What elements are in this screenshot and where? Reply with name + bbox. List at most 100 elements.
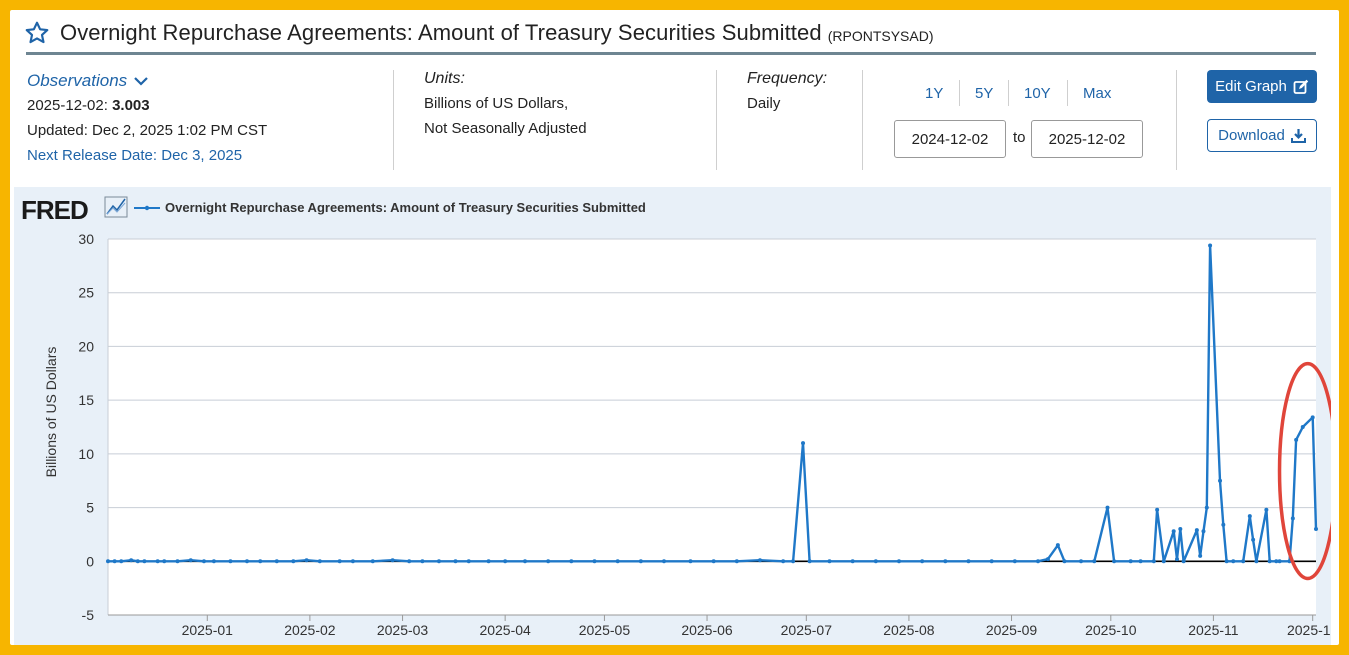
updated-text: Updated: Dec 2, 2025 1:02 PM CST [27,122,268,139]
range-5y-button[interactable]: 5Y [975,85,994,102]
data-point [896,559,901,564]
series-line [108,244,1318,563]
data-point [420,559,425,564]
divider [393,70,394,170]
range-max-button[interactable]: Max [1083,85,1112,102]
x-tick-label: 2025-04 [479,622,531,638]
data-point [920,559,925,564]
data-point [142,559,147,564]
data-point [486,559,491,564]
data-point [1267,559,1272,564]
data-point [1138,559,1143,564]
data-point [350,559,355,564]
y-tick-label: 15 [78,392,94,408]
data-point [1151,559,1156,564]
data-point [175,559,180,564]
data-point [943,559,948,564]
data-point [1231,559,1236,564]
data-point [135,559,140,564]
chart-panel: FRED Overnight Repurchase Agreements: Am… [14,187,1331,645]
data-point [850,559,855,564]
data-point [1218,478,1223,483]
series-id: (RPONTSYSAD) [827,28,934,44]
y-axis-label: Billions of US Dollars [43,347,59,478]
download-button[interactable]: Download [1207,119,1317,152]
x-tick-label: 2025-01 [182,622,234,638]
data-point [801,441,806,446]
data-point [734,559,739,564]
data-point [1310,415,1315,420]
data-point [258,559,263,564]
edit-graph-button[interactable]: Edit Graph [1207,70,1317,103]
data-point [466,559,471,564]
x-tick-label: 2025-03 [377,622,429,638]
data-point [228,559,233,564]
data-point [211,559,216,564]
data-point [155,559,160,564]
units-panel: Units: Billions of US Dollars, Not Seaso… [424,66,587,141]
x-tick-label: 2025-05 [579,622,631,638]
data-point [1247,514,1252,519]
data-point [1128,559,1133,564]
frequency-label: Frequency: [747,70,828,87]
data-point [1112,559,1117,564]
data-point [592,559,597,564]
data-point [1079,559,1084,564]
data-point [317,559,322,564]
data-point [201,559,206,564]
line-chart: FRED Overnight Repurchase Agreements: Am… [21,195,1331,638]
data-point [1208,243,1213,248]
data-point [370,559,375,564]
x-tick-label: 2025-07 [781,622,833,638]
data-point [1204,505,1209,510]
start-date-input[interactable]: 2024-12-02 [894,120,1006,158]
data-point [1201,529,1206,534]
page-title: Overnight Repurchase Agreements: Amount … [60,20,822,45]
x-tick-label: 2025-02 [284,622,336,638]
range-10y-button[interactable]: 10Y [1024,85,1051,102]
observations-toggle[interactable]: Observations [27,68,267,93]
frequency-panel: Frequency: Daily [747,66,827,116]
x-tick-label: 2025-09 [986,622,1038,638]
divider [959,80,960,106]
observation-value: 3.003 [112,97,150,114]
data-point [1274,559,1279,564]
star-icon[interactable] [24,20,50,46]
data-point [1254,559,1259,564]
fred-logo: FRED [21,195,88,225]
x-tick-label: 2025-08 [883,622,935,638]
x-tick-label: 2025-11 [1188,622,1239,638]
data-point [1055,543,1060,548]
data-point [1300,425,1305,429]
data-point [1224,559,1229,564]
data-point [966,559,971,564]
data-point [1181,559,1186,564]
x-tick-label: 2025-12 [1287,622,1331,638]
download-label: Download [1218,127,1285,144]
data-point [1198,553,1203,558]
range-1y-button[interactable]: 1Y [925,85,944,102]
data-point [1251,537,1256,542]
end-date-input[interactable]: 2025-12-02 [1031,120,1143,158]
next-release-link[interactable]: Next Release Date: Dec 3, 2025 [27,147,243,164]
divider [862,70,863,170]
data-point [245,559,250,564]
chevron-down-icon [134,76,148,86]
data-point [807,559,812,564]
data-point [1171,529,1176,534]
data-point [1294,437,1299,442]
data-point [453,559,458,564]
y-tick-label: 0 [86,553,94,569]
y-tick-label: 5 [86,500,94,516]
data-point [989,559,994,564]
data-point [1012,559,1017,564]
data-point [304,558,309,563]
y-tick-label: 10 [78,446,94,462]
data-point [523,559,528,564]
data-point [503,559,508,564]
data-point [407,559,412,564]
data-point [1277,559,1282,564]
data-point [711,559,716,564]
data-point [827,559,832,564]
chart-type-icon[interactable] [104,196,128,218]
